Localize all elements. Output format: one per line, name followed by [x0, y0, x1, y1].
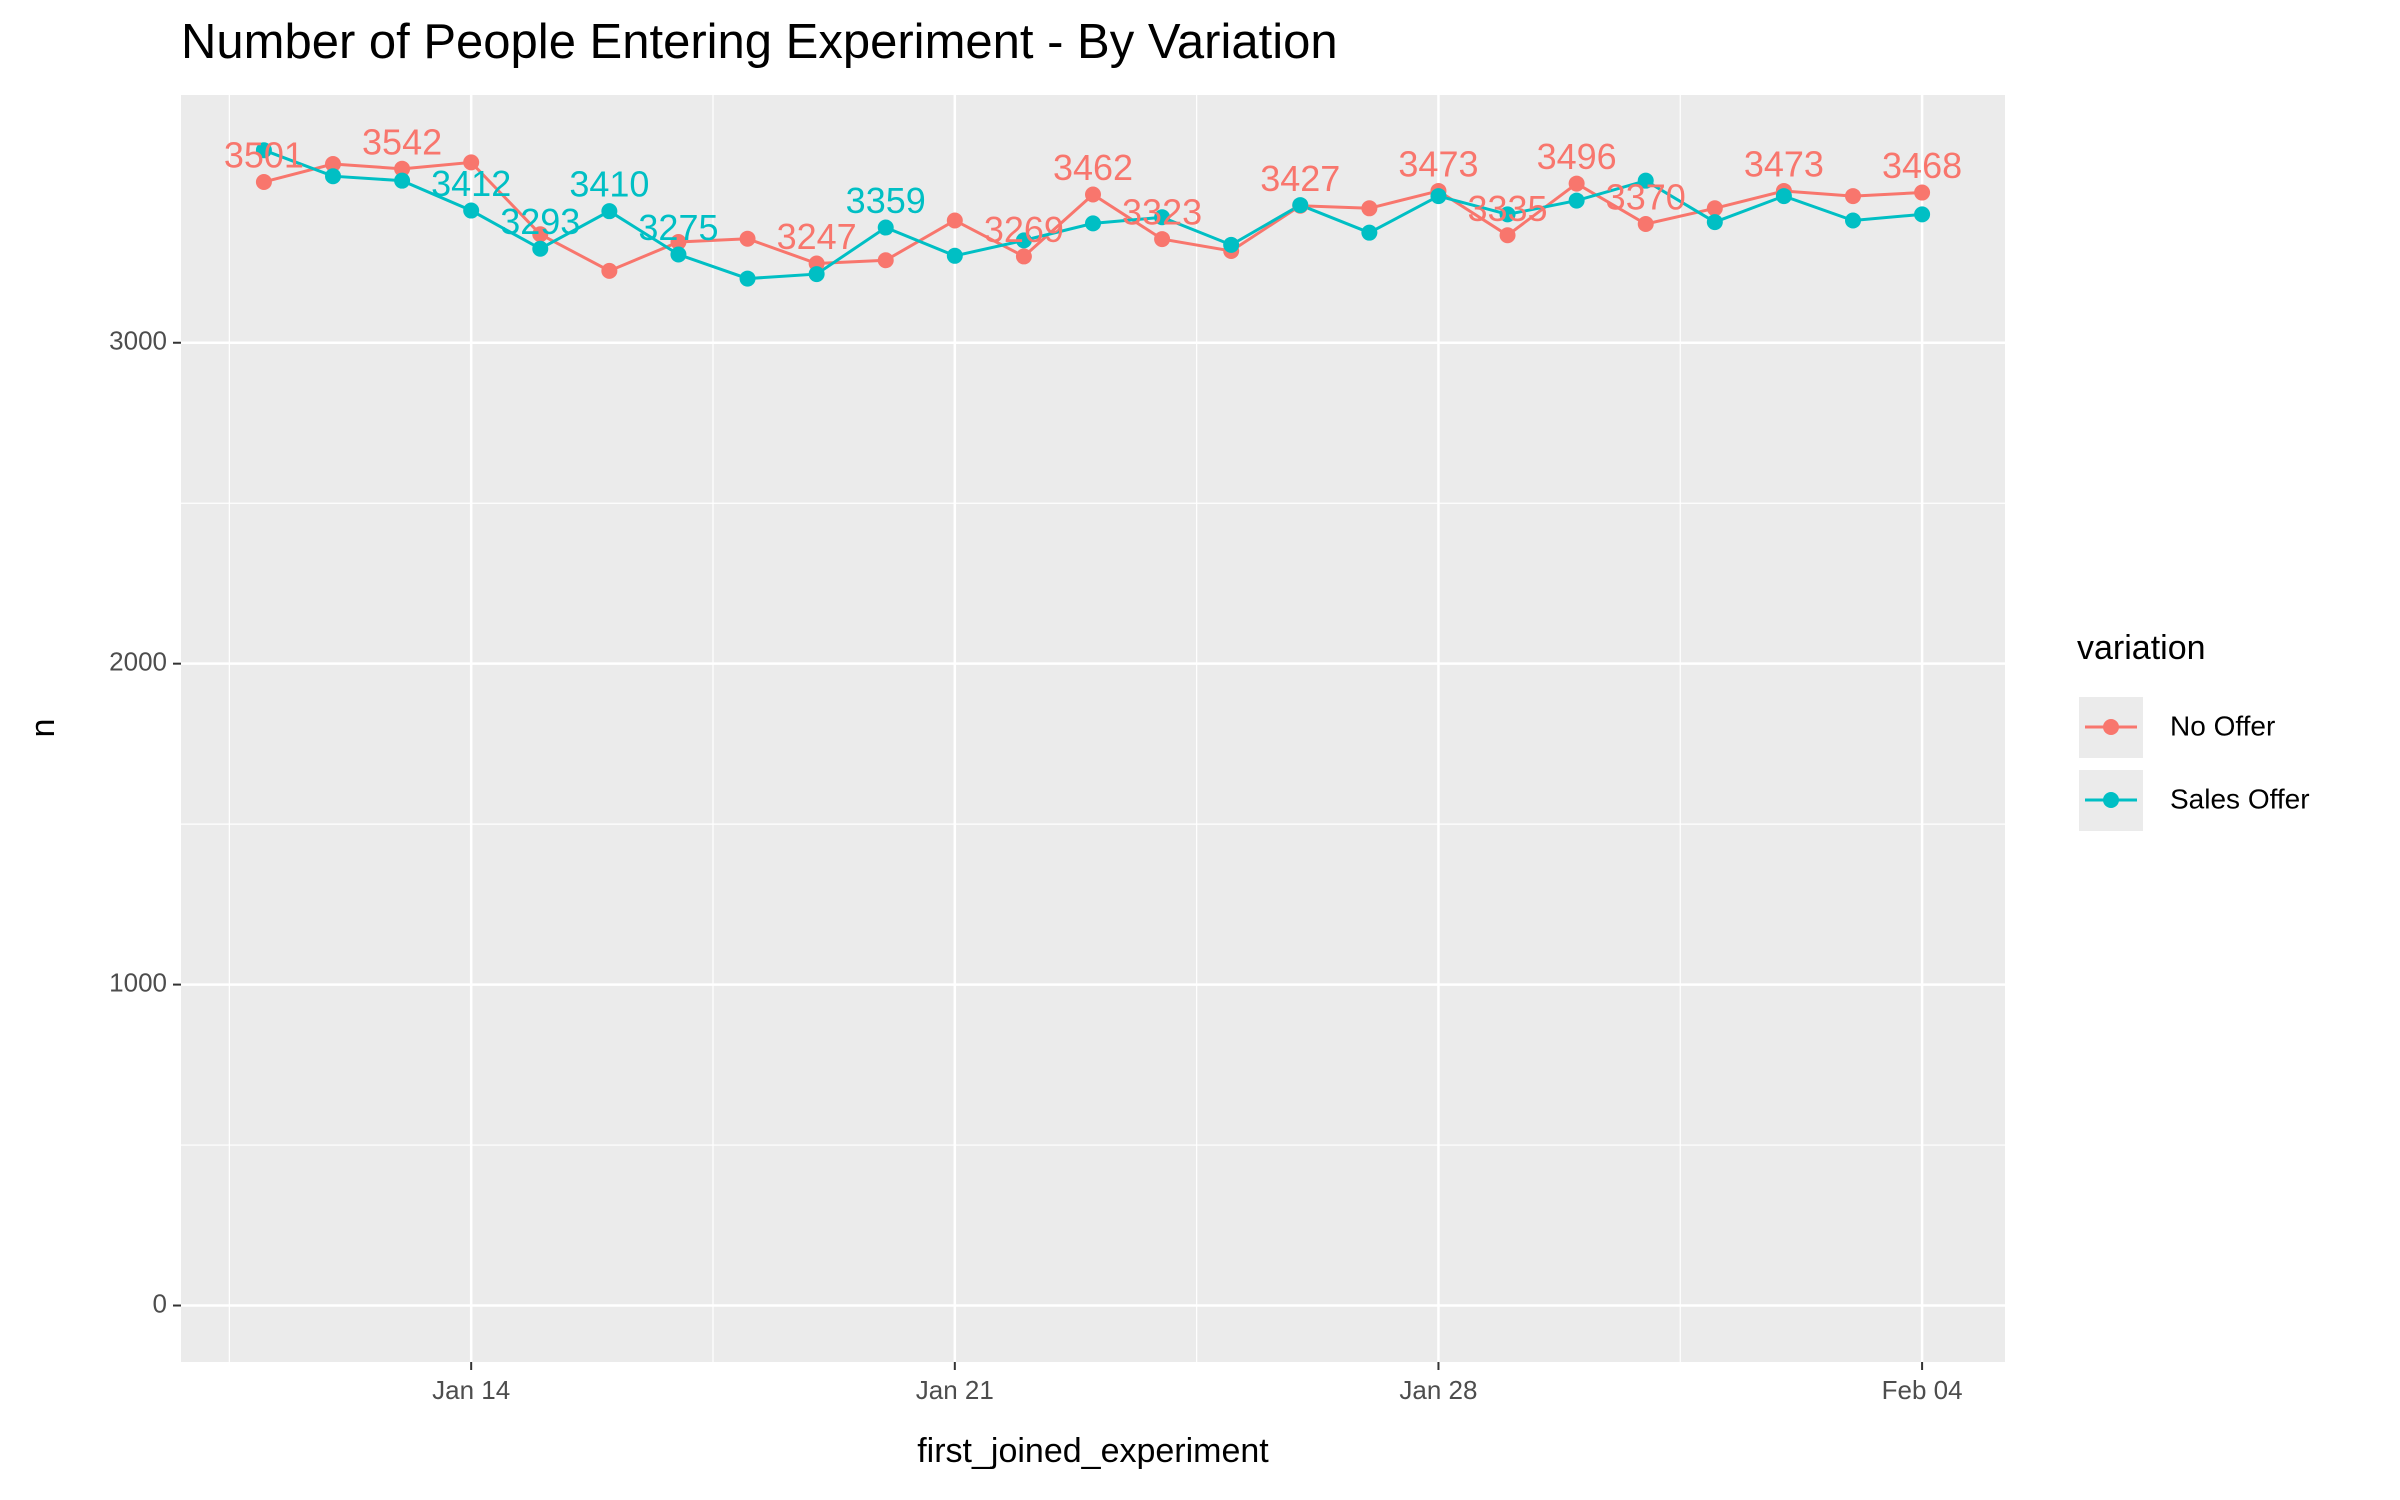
data-point	[739, 270, 756, 287]
data-point	[1015, 248, 1032, 265]
data-label: 3410	[569, 164, 649, 205]
panel	[181, 95, 2005, 1362]
data-label: 3501	[224, 134, 304, 175]
data-point	[394, 160, 411, 177]
data-point	[394, 172, 411, 189]
data-label: 3427	[1260, 158, 1340, 199]
data-point	[877, 252, 894, 269]
data-point	[739, 230, 756, 247]
data-point	[946, 247, 963, 264]
data-point	[1499, 206, 1516, 223]
data-point	[255, 173, 272, 190]
data-point	[1706, 200, 1723, 217]
x-axis-title: first_joined_experiment	[917, 1432, 1269, 1470]
data-point	[1845, 212, 1861, 229]
data-point	[1568, 192, 1585, 209]
data-point	[946, 212, 963, 229]
legend-label: Sales Offer	[2170, 783, 2310, 814]
data-label: 3542	[362, 121, 442, 162]
data-point	[532, 226, 549, 243]
data-point	[670, 233, 687, 250]
data-point	[1706, 214, 1723, 231]
data-point	[1568, 175, 1585, 192]
legend-title: variation	[2077, 629, 2206, 667]
data-point	[325, 168, 341, 185]
data-point	[1637, 172, 1654, 189]
y-tick-label: 2000	[109, 647, 167, 677]
data-label: 3473	[1398, 143, 1478, 184]
data-label: 3496	[1537, 136, 1617, 177]
legend-key-point	[2103, 719, 2119, 735]
data-label: 3247	[777, 216, 857, 257]
data-point	[532, 240, 549, 257]
data-point	[808, 266, 825, 283]
data-point	[1154, 209, 1171, 226]
data-point	[1430, 188, 1447, 205]
data-label: 3275	[638, 207, 718, 248]
data-label: 3359	[846, 180, 926, 221]
data-point	[1223, 236, 1240, 253]
data-point	[1775, 188, 1792, 205]
data-point	[1499, 227, 1516, 244]
legend-label: No Offer	[2170, 710, 2275, 741]
data-point	[601, 262, 618, 279]
y-tick-label: 1000	[109, 967, 167, 997]
data-label: 3412	[431, 163, 511, 204]
x-tick-label: Jan 28	[1399, 1375, 1477, 1405]
data-point	[877, 219, 894, 236]
data-label: 3468	[1882, 145, 1962, 186]
y-tick-label: 3000	[109, 326, 167, 356]
data-label: 3269	[984, 209, 1064, 250]
data-point	[463, 202, 480, 219]
data-point	[1154, 231, 1171, 248]
data-point	[1845, 188, 1861, 205]
data-point	[1637, 216, 1654, 233]
data-point	[325, 155, 341, 172]
data-point	[1292, 197, 1309, 214]
data-point	[463, 154, 480, 171]
x-tick-label: Jan 14	[432, 1375, 510, 1405]
data-point	[670, 246, 687, 263]
y-tick-label: 0	[153, 1288, 167, 1318]
legend-key-point	[2103, 792, 2119, 808]
data-label: 3370	[1606, 177, 1686, 218]
data-point	[1085, 215, 1101, 232]
data-point	[1085, 186, 1101, 203]
x-tick-label: Feb 04	[1882, 1375, 1963, 1405]
data-label: 3293	[500, 201, 580, 242]
data-point	[1361, 224, 1378, 241]
data-label: 3335	[1467, 188, 1547, 229]
data-point	[1015, 232, 1032, 249]
data-label: 3462	[1053, 147, 1133, 188]
data-point	[1914, 184, 1931, 201]
y-axis-title: n	[24, 719, 62, 738]
data-point	[1361, 200, 1378, 217]
data-label: 3323	[1122, 192, 1202, 233]
data-point	[601, 203, 618, 220]
data-point	[1914, 206, 1931, 223]
chart-title: Number of People Entering Experiment - B…	[181, 15, 1338, 69]
data-point	[255, 142, 272, 159]
x-tick-label: Jan 21	[916, 1375, 994, 1405]
data-label: 3473	[1744, 143, 1824, 184]
